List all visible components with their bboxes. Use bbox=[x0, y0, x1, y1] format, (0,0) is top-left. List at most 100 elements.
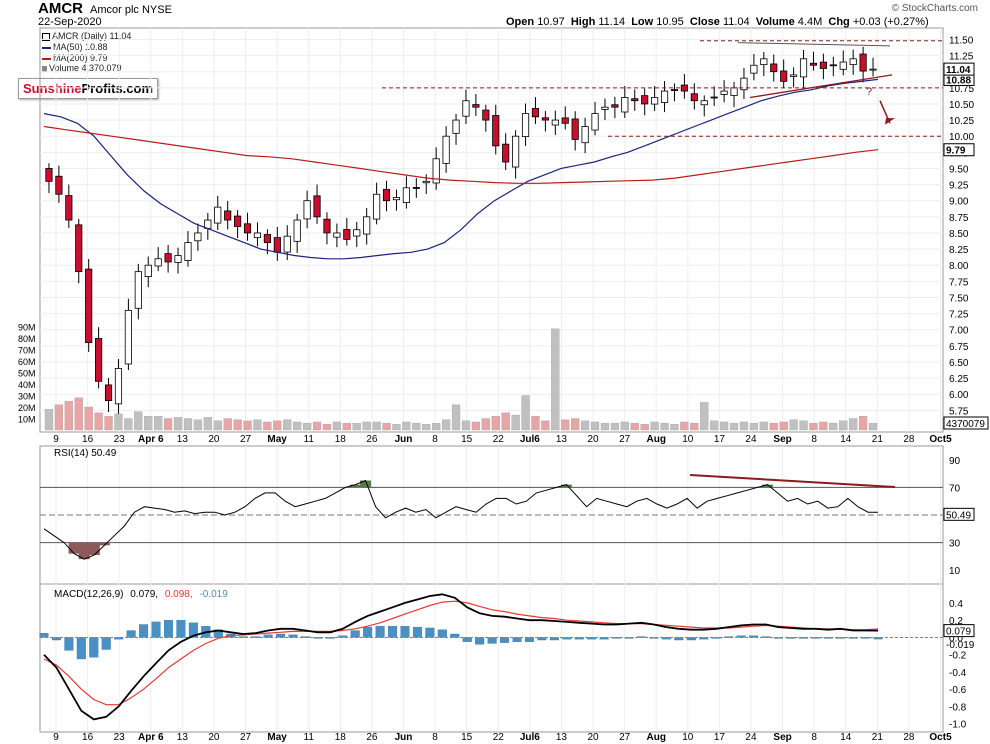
volume-bar bbox=[393, 424, 401, 430]
volume-bar bbox=[571, 419, 579, 431]
volume-bar bbox=[800, 421, 808, 430]
x-tick-label: 23 bbox=[114, 434, 126, 445]
candle-body bbox=[642, 96, 648, 104]
x-tick-label-bottom: 20 bbox=[587, 732, 599, 743]
candle-body bbox=[364, 217, 370, 234]
volume-bar bbox=[680, 422, 688, 430]
x-tick-label: 15 bbox=[461, 434, 473, 445]
x-tick-label: 27 bbox=[240, 434, 252, 445]
candle-body bbox=[761, 59, 767, 65]
volume-bar bbox=[462, 421, 470, 430]
x-tick-label-bottom: 27 bbox=[240, 732, 252, 743]
x-tick-label-bottom: 9 bbox=[53, 732, 59, 743]
volume-bar bbox=[700, 402, 708, 430]
macd-histogram-bar bbox=[388, 626, 397, 637]
volume-bar bbox=[164, 419, 172, 431]
macd-histogram-bar bbox=[152, 622, 161, 638]
volume-bar bbox=[422, 424, 430, 430]
volume-bar bbox=[651, 422, 659, 430]
price-tick-label: 9.50 bbox=[949, 164, 969, 175]
volume-bar bbox=[661, 423, 669, 430]
volume-bar bbox=[859, 416, 867, 430]
candle-body bbox=[473, 105, 479, 108]
x-tick-label-bottom: Aug bbox=[646, 732, 665, 743]
volume-bar bbox=[522, 396, 530, 431]
volume-bar bbox=[75, 398, 83, 430]
volume-bar bbox=[551, 329, 559, 430]
candle-body bbox=[552, 120, 558, 125]
candle-body bbox=[413, 187, 419, 188]
price-tick-label: 8.75 bbox=[949, 213, 969, 224]
volume-bar bbox=[234, 420, 242, 430]
volume-bar bbox=[790, 420, 798, 430]
volume-bar bbox=[323, 424, 331, 430]
price-tick-label: 9.25 bbox=[949, 181, 969, 192]
x-tick-label-bottom: 28 bbox=[903, 732, 915, 743]
volume-bar bbox=[254, 420, 262, 430]
rsi-line bbox=[44, 481, 878, 560]
price-tick-label: 10.00 bbox=[949, 132, 974, 143]
macd-histogram-bar bbox=[525, 637, 534, 641]
candle-body bbox=[125, 310, 131, 364]
candle-body bbox=[234, 216, 240, 226]
price-tick-label: 10.25 bbox=[949, 116, 974, 127]
volume-bar bbox=[194, 420, 202, 430]
axis-labels: 11.5011.2511.0010.7510.5010.2510.009.759… bbox=[18, 35, 988, 743]
macd-histogram-bar bbox=[102, 637, 111, 649]
volume-bar bbox=[204, 417, 212, 430]
x-tick-label: 8 bbox=[432, 434, 438, 445]
rsi-tick-label: 70 bbox=[949, 483, 961, 494]
x-tick-label: 20 bbox=[587, 434, 599, 445]
candle-body bbox=[264, 234, 270, 242]
x-tick-label-bottom: Jun bbox=[395, 732, 413, 743]
macd-histogram-bar bbox=[139, 625, 148, 638]
x-tick-label-bottom: 11 bbox=[304, 732, 315, 743]
stock-chart: 11.5011.2511.0010.7510.5010.2510.009.759… bbox=[0, 0, 990, 744]
candle-body bbox=[344, 229, 350, 239]
volume-bar bbox=[343, 423, 351, 430]
candle-body bbox=[195, 233, 201, 241]
candle-body bbox=[870, 69, 876, 70]
ma50-last-label: 10.88 bbox=[946, 75, 971, 86]
candle-body bbox=[334, 233, 340, 237]
x-tick-label: 13 bbox=[177, 434, 189, 445]
volume-tick-label: 50M bbox=[18, 369, 36, 379]
candle-body bbox=[661, 91, 667, 103]
volume-bar bbox=[333, 422, 341, 430]
candle-body bbox=[612, 105, 618, 107]
macd-histogram-bar bbox=[500, 637, 509, 642]
volume-bar bbox=[95, 413, 103, 430]
macd-legend: MACD(12,26,9) 0.079, 0.098, -0.019 bbox=[54, 589, 228, 600]
x-tick-label: Apr 6 bbox=[138, 434, 164, 445]
volume-last-label: 4370079 bbox=[946, 419, 985, 430]
price-tick-label: 8.00 bbox=[949, 261, 969, 272]
price-tick-label: 6.75 bbox=[949, 342, 969, 353]
x-tick-label-bottom: Sep bbox=[773, 732, 791, 743]
price-tick-label: 6.00 bbox=[949, 390, 969, 401]
candle-body bbox=[215, 207, 221, 223]
rsi-divergence-line bbox=[690, 475, 895, 487]
x-tick-label-bottom: 13 bbox=[556, 732, 568, 743]
macd-tick-label: -0.2 bbox=[949, 651, 967, 662]
volume-bar bbox=[849, 419, 857, 431]
volume-bar bbox=[412, 423, 420, 430]
macd-histogram-bar bbox=[475, 637, 484, 644]
candle-body bbox=[95, 338, 101, 381]
volume-bar bbox=[363, 422, 371, 430]
volume-tick-label: 20M bbox=[18, 403, 36, 413]
volume-bar bbox=[452, 405, 460, 430]
candle-body bbox=[493, 115, 499, 145]
rsi-legend: RSI(14) 50.49 bbox=[54, 448, 117, 459]
macd-histogram-bar bbox=[450, 634, 459, 637]
candle-body bbox=[632, 99, 638, 101]
candle-body bbox=[155, 259, 161, 266]
rsi-tick-label: 10 bbox=[949, 566, 961, 577]
x-tick-label: 9 bbox=[53, 434, 59, 445]
macd-histogram-bar bbox=[89, 637, 98, 657]
candle-body bbox=[790, 75, 796, 76]
volume-bar bbox=[472, 422, 480, 430]
macd-tick-label: -1.0 bbox=[949, 720, 967, 731]
x-tick-label-bottom: 21 bbox=[872, 732, 884, 743]
candle-body bbox=[860, 54, 866, 71]
candle-body bbox=[512, 136, 518, 167]
